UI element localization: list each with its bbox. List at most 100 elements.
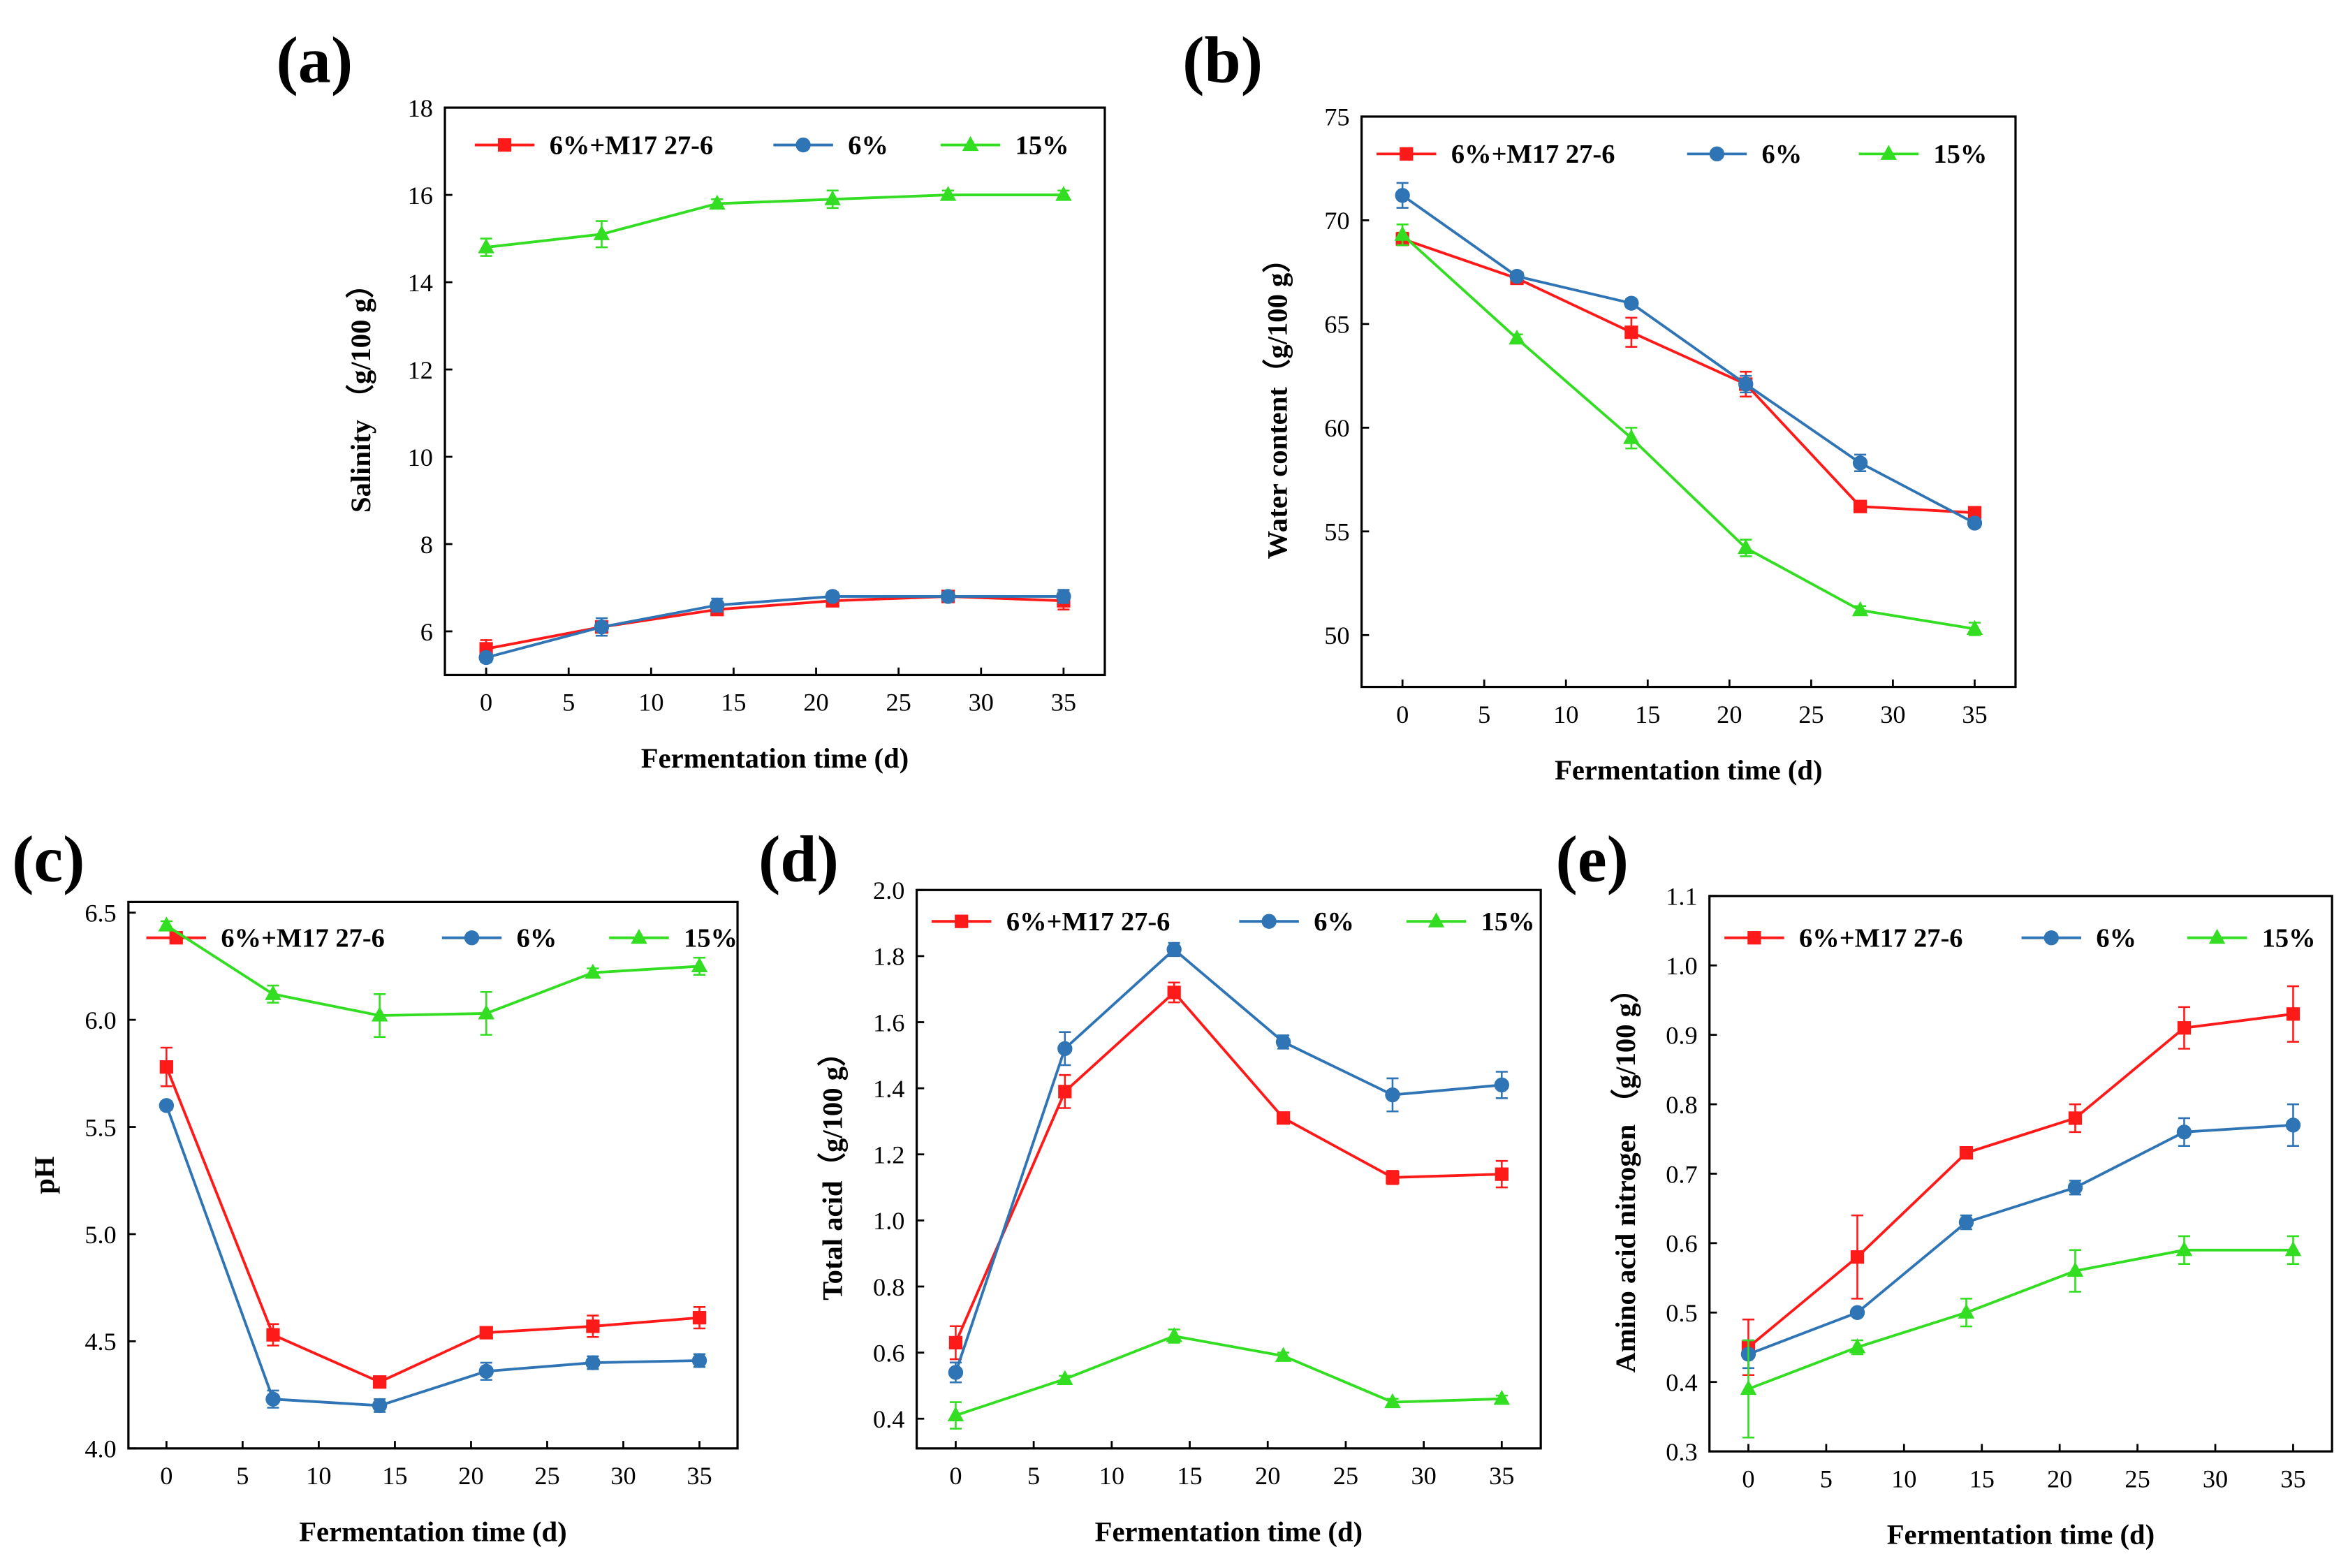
data-point [1967, 506, 1982, 520]
y-tick-label: 6.0 [85, 1006, 116, 1034]
legend-label: 15% [2262, 924, 2316, 953]
series-6% [948, 941, 1510, 1384]
plot-frame [127, 900, 739, 1450]
legend-label: 15% [1481, 907, 1535, 937]
legend-marker [795, 137, 811, 153]
x-tick-label: 25 [886, 689, 911, 717]
x-tick-label: 10 [306, 1462, 331, 1490]
x-tick-label: 30 [969, 689, 994, 717]
series-6%+M17 27-6 [948, 981, 1509, 1361]
plot-frame [1360, 115, 2017, 689]
x-axis-label: Fermentation time (d) [641, 742, 909, 774]
series-15% [1740, 1235, 2302, 1439]
series-6%+M17 27-6 [159, 1046, 707, 1389]
x-tick-label: 15 [1177, 1462, 1202, 1490]
data-point [1166, 941, 1182, 958]
data-point [1167, 986, 1181, 999]
x-tick-label: 0 [160, 1462, 173, 1490]
panel-label: (e) [1556, 823, 1629, 895]
series-line [954, 990, 1502, 1344]
data-point [2175, 1240, 2193, 1256]
y-tick-label: 0.6 [1666, 1230, 1697, 1258]
data-point [1384, 1393, 1401, 1409]
legend-marker [1428, 912, 1445, 928]
data-point [1967, 515, 1983, 531]
chart-panel-b: (b) 0 5 10 15 20 25 30 35 50 55 60 65 70 75 Fermentatio… [1182, 24, 2017, 786]
data-point [691, 1353, 707, 1368]
legend-label: 15% [684, 924, 737, 953]
x-axis-label: Fermentation time (d) [1887, 1519, 2155, 1551]
legend-marker [955, 914, 969, 928]
panel-label: (a) [276, 24, 353, 97]
plot-frame [443, 106, 1106, 677]
legend-entry: 6%+M17 27-6 [146, 924, 385, 953]
legend-entry: 6%+M17 27-6 [1724, 924, 1963, 953]
data-point [1623, 429, 1640, 444]
y-tick-label: 16 [408, 182, 433, 210]
series-line [485, 595, 1064, 659]
x-tick-label: 5 [1027, 1462, 1040, 1490]
series-line [1402, 194, 1976, 525]
data-point [940, 589, 956, 604]
legend-entry: 6% [2021, 924, 2136, 953]
x-tick-label: 10 [1891, 1465, 1916, 1493]
legend-marker [1880, 145, 1898, 160]
legend-entry: 6% [1239, 907, 1354, 937]
data-point [1849, 1305, 1865, 1320]
x-tick-label: 0 [1396, 701, 1409, 728]
y-axis-label: Water content（g/100 g） [1262, 244, 1293, 559]
x-tick-label: 35 [1962, 701, 1987, 728]
data-point [1851, 601, 1869, 617]
series-6% [159, 1098, 707, 1414]
legend-entry: 6% [441, 924, 557, 953]
data-point [1959, 1146, 1974, 1160]
legend-label: 6% [1314, 907, 1354, 937]
series-6% [1740, 1103, 2301, 1370]
series-15% [1394, 224, 1983, 636]
x-tick-label: 0 [480, 689, 492, 717]
y-axis-label: Total acid（g/100 g） [817, 1038, 849, 1300]
legend-marker [1261, 914, 1277, 929]
x-tick-label: 5 [1820, 1465, 1833, 1493]
legend-entry: 15% [1858, 140, 1987, 169]
series-line [1401, 233, 1975, 631]
y-tick-label: 6 [420, 618, 433, 646]
data-point [1509, 268, 1525, 284]
y-tick-label: 1.0 [1666, 952, 1697, 980]
y-tick-label: 0.6 [873, 1339, 904, 1367]
data-point [2286, 1007, 2300, 1021]
data-point [1966, 620, 1983, 635]
legend-entry: 15% [940, 131, 1069, 160]
x-tick-label: 35 [2280, 1465, 2305, 1493]
x-tick-label: 35 [1051, 689, 1076, 717]
data-point [710, 597, 725, 613]
data-point [1738, 376, 1754, 392]
data-point [2068, 1111, 2083, 1125]
x-tick-label: 25 [2124, 1465, 2150, 1493]
y-tick-label: 6.5 [85, 900, 116, 928]
panel-label: (b) [1182, 24, 1263, 97]
series-line [166, 924, 700, 1017]
series-6% [1395, 182, 1983, 531]
legend-marker [2043, 930, 2059, 946]
data-point [1853, 499, 1867, 513]
data-point [1495, 1167, 1509, 1181]
y-tick-label: 18 [408, 94, 433, 122]
legend-label: 6% [1762, 140, 1803, 169]
y-tick-label: 60 [1324, 414, 1349, 442]
data-point [1275, 1034, 1291, 1050]
y-tick-label: 0.9 [1666, 1021, 1697, 1049]
y-tick-label: 0.8 [1666, 1091, 1697, 1119]
data-point [1850, 1250, 1865, 1264]
data-point [478, 1363, 494, 1379]
plot-frame [915, 888, 1542, 1450]
y-tick-label: 8 [420, 531, 433, 559]
data-point [1057, 1370, 1073, 1386]
chart-panel-c: (c) 0 5 10 15 20 25 30 35 4.0 4.5 5.0 5.5 6.0 6.5 Ferme… [12, 823, 739, 1547]
legend-entry: 6%+M17 27-6 [474, 131, 713, 160]
data-point [1055, 186, 1072, 201]
legend-entry: 15% [2187, 924, 2316, 953]
legend-label: 15% [1933, 140, 1987, 169]
x-tick-label: 20 [1717, 701, 1742, 728]
x-tick-label: 0 [949, 1462, 962, 1490]
